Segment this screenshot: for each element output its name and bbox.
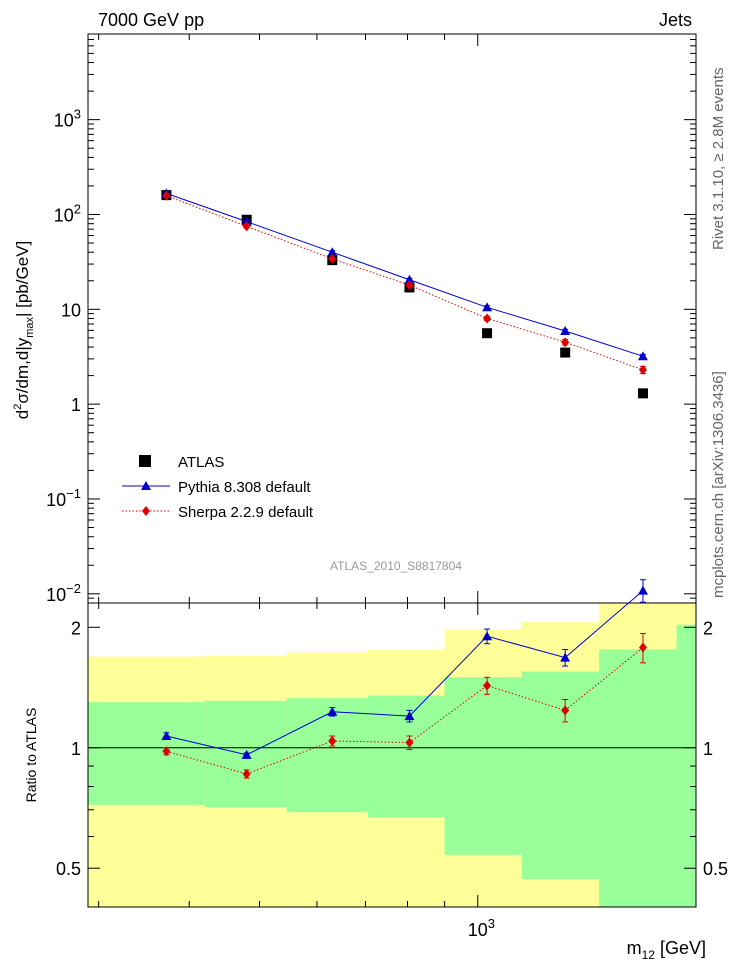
ratio-bands bbox=[88, 603, 696, 907]
ratio-y-tick-label-right: 1 bbox=[703, 739, 713, 759]
ratio-frame bbox=[87, 602, 697, 908]
pythia-ratio-point bbox=[404, 711, 415, 721]
pythia-ratio-point bbox=[161, 730, 172, 740]
analysis-label: ATLAS_2010_S8817804 bbox=[330, 559, 462, 573]
process-label: Jets bbox=[659, 10, 692, 30]
main-y-tick-label: 10−2 bbox=[46, 581, 81, 605]
ratio-y-axis-label: Ratio to ATLAS bbox=[23, 708, 39, 803]
sherpa-point bbox=[638, 364, 647, 375]
x-axis-label: m12 [GeV] bbox=[627, 938, 706, 962]
legend: ATLAS Pythia 8.308 default Sherpa 2.2.9 … bbox=[122, 454, 314, 521]
sherpa-ratio-point bbox=[328, 735, 337, 746]
sherpa-point bbox=[561, 337, 570, 348]
pythia-ratio-point bbox=[560, 652, 571, 662]
ratio-x-ticks: 103 bbox=[98, 603, 697, 940]
pythia-point bbox=[482, 302, 493, 312]
sherpa-ratio-point bbox=[483, 680, 492, 691]
sherpa-point bbox=[405, 280, 414, 291]
legend-pythia-marker bbox=[141, 481, 151, 490]
ratio-series bbox=[161, 579, 648, 779]
pythia-point bbox=[241, 216, 252, 226]
main-y-tick-label: 103 bbox=[54, 107, 81, 131]
sherpa-ratio-point bbox=[162, 746, 171, 757]
rivet-label: Rivet 3.1.10, ≥ 2.8M events bbox=[710, 68, 727, 251]
ratio-band-green bbox=[286, 698, 368, 813]
ratio-band-green bbox=[444, 677, 522, 855]
atlas-point bbox=[637, 388, 648, 399]
main-x-ticks bbox=[98, 34, 697, 603]
pythia-ratio-point bbox=[241, 749, 252, 759]
pythia-point bbox=[404, 274, 415, 284]
main-y-tick-label: 10−1 bbox=[46, 486, 81, 510]
pythia-line bbox=[166, 192, 644, 357]
atlas-point bbox=[560, 347, 571, 358]
legend-pythia-label: Pythia 8.308 default bbox=[178, 479, 311, 496]
legend-sherpa-label: Sherpa 2.2.9 default bbox=[178, 504, 314, 521]
main-y-tick-label: 10 bbox=[61, 300, 81, 320]
main-series bbox=[161, 188, 648, 399]
sherpa-ratio-point bbox=[638, 642, 647, 653]
ratio-y-ticks: 0.5 0.5 1 1 2 2 bbox=[56, 618, 728, 908]
pythia-point bbox=[327, 247, 338, 257]
sherpa-point bbox=[328, 253, 337, 264]
legend-sherpa-marker bbox=[142, 506, 150, 516]
ratio-band-green bbox=[521, 671, 600, 879]
main-y-tick-label: 102 bbox=[54, 201, 81, 225]
sherpa-point bbox=[242, 221, 251, 232]
ratio-y-tick-label: 1 bbox=[71, 739, 81, 759]
pythia-ratio-point bbox=[482, 631, 493, 641]
ratio-band-green bbox=[599, 649, 677, 907]
sherpa-ratio-point bbox=[561, 705, 570, 716]
ratio-panel: 0.5 0.5 1 1 2 2 103 bbox=[56, 579, 728, 940]
ratio-band-green bbox=[367, 695, 445, 818]
x-tick-label: 103 bbox=[468, 916, 495, 940]
legend-atlas-label: ATLAS bbox=[178, 454, 224, 471]
main-y-tick-label: 1 bbox=[71, 395, 81, 415]
ratio-band-green bbox=[88, 702, 205, 805]
main-y-axis-label: d2σ/dm,d|ymax| [pb/GeV] bbox=[12, 241, 36, 420]
ratio-y-tick-label: 0.5 bbox=[56, 859, 81, 879]
legend-atlas-marker bbox=[139, 455, 151, 467]
ratio-y-tick-label-right: 0.5 bbox=[703, 859, 728, 879]
ratio-y-tick-label: 2 bbox=[71, 618, 81, 638]
main-panel: 10−2 10−1 1 10 102 103 ATLAS_2010_S8817804 AT… bbox=[46, 33, 697, 605]
energy-label: 7000 GeV pp bbox=[98, 10, 204, 30]
sherpa-ratio-point bbox=[242, 768, 251, 779]
pythia-ratio-point bbox=[637, 585, 648, 595]
main-y-ticks: 10−2 10−1 1 10 102 103 bbox=[46, 33, 696, 605]
sherpa-ratio-point bbox=[405, 737, 414, 748]
ratio-y-tick-label-right: 2 bbox=[703, 618, 713, 638]
atlas-point bbox=[482, 328, 493, 339]
mcplots-label: mcplots.cern.ch [arXiv:1306.3436] bbox=[710, 371, 727, 598]
pythia-point bbox=[560, 326, 571, 336]
sherpa-point bbox=[162, 190, 171, 201]
pythia-point bbox=[637, 351, 648, 361]
pythia-ratio-point bbox=[327, 706, 338, 716]
sherpa-point bbox=[483, 313, 492, 324]
